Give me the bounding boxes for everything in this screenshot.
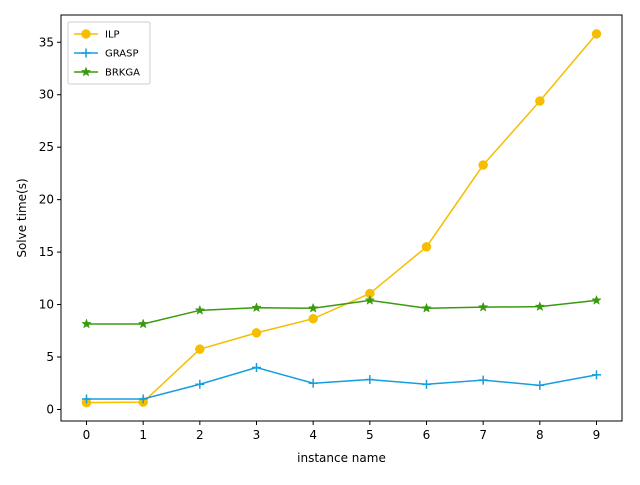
legend-item-brkga: BRKGA — [74, 66, 140, 79]
data-point-grasp — [308, 378, 318, 388]
series-line-brkga — [86, 299, 597, 325]
y-axis: 0 5 10 15 20 25 30 35 — [39, 35, 61, 416]
x-tick-label: 3 — [253, 428, 261, 442]
data-point-ilp — [308, 313, 318, 324]
x-axis-title: instance name — [297, 451, 386, 465]
data-point-brkga — [307, 302, 319, 313]
legend: ILP GRASP BRKGA — [67, 21, 151, 85]
data-point-grasp — [252, 362, 261, 372]
y-tick-label: 35 — [39, 35, 54, 49]
data-point-grasp — [422, 379, 431, 389]
y-tick-label: 20 — [39, 193, 54, 207]
x-tick-label: 0 — [83, 428, 91, 442]
data-point-ilp — [195, 344, 205, 354]
data-point-grasp — [535, 380, 545, 390]
series-grasp — [82, 362, 601, 404]
series-line-ilp — [86, 33, 598, 404]
legend-marker-ilp — [81, 29, 91, 39]
data-point-grasp — [82, 394, 91, 404]
y-axis-title: Solve time(s) — [15, 178, 29, 257]
data-point-ilp — [478, 160, 488, 170]
legend-label: ILP — [105, 30, 120, 41]
series-ilp — [81, 29, 602, 408]
data-point-brkga — [534, 301, 546, 312]
x-tick-label: 5 — [366, 428, 374, 442]
data-point-ilp — [251, 328, 262, 338]
data-point-brkga — [364, 294, 376, 305]
data-point-ilp — [591, 29, 602, 39]
data-point-brkga — [421, 302, 432, 313]
legend-item-grasp: GRASP — [74, 48, 139, 60]
x-tick-label: 9 — [593, 428, 601, 442]
y-tick-label: 30 — [39, 88, 54, 102]
x-tick-label: 2 — [196, 428, 204, 442]
data-point-ilp — [421, 242, 432, 252]
x-tick-label: 6 — [423, 428, 431, 442]
y-tick-label: 0 — [46, 402, 54, 416]
y-tick-label: 15 — [39, 245, 54, 259]
x-tick-label: 1 — [139, 428, 147, 442]
data-point-brkga — [477, 301, 489, 312]
series-brkga — [81, 294, 602, 329]
legend-label: GRASP — [105, 49, 139, 60]
series-layer — [81, 29, 602, 408]
data-point-grasp — [478, 375, 488, 385]
x-tick-label: 7 — [479, 428, 487, 442]
data-point-brkga — [591, 294, 602, 305]
plot-frame — [60, 14, 623, 422]
legend-marker-brkga — [80, 66, 92, 77]
x-axis: 0 1 2 3 4 5 6 7 8 9 — [83, 421, 601, 442]
legend-marker-grasp — [81, 48, 91, 58]
data-point-brkga — [137, 318, 149, 329]
data-point-brkga — [194, 304, 206, 315]
y-tick-label: 5 — [46, 350, 54, 364]
data-point-grasp — [592, 370, 601, 380]
data-point-brkga — [81, 318, 92, 329]
series-line-grasp — [86, 366, 597, 400]
legend-item-ilp: ILP — [74, 29, 120, 41]
data-point-grasp — [195, 379, 205, 389]
y-tick-label: 25 — [39, 140, 54, 154]
x-tick-label: 4 — [309, 428, 317, 442]
data-point-brkga — [251, 302, 262, 313]
x-tick-label: 8 — [536, 428, 544, 442]
y-tick-label: 10 — [39, 298, 54, 312]
data-point-ilp — [535, 96, 545, 106]
data-point-grasp — [365, 375, 375, 385]
data-point-grasp — [138, 394, 148, 404]
legend-label: BRKGA — [105, 68, 140, 79]
